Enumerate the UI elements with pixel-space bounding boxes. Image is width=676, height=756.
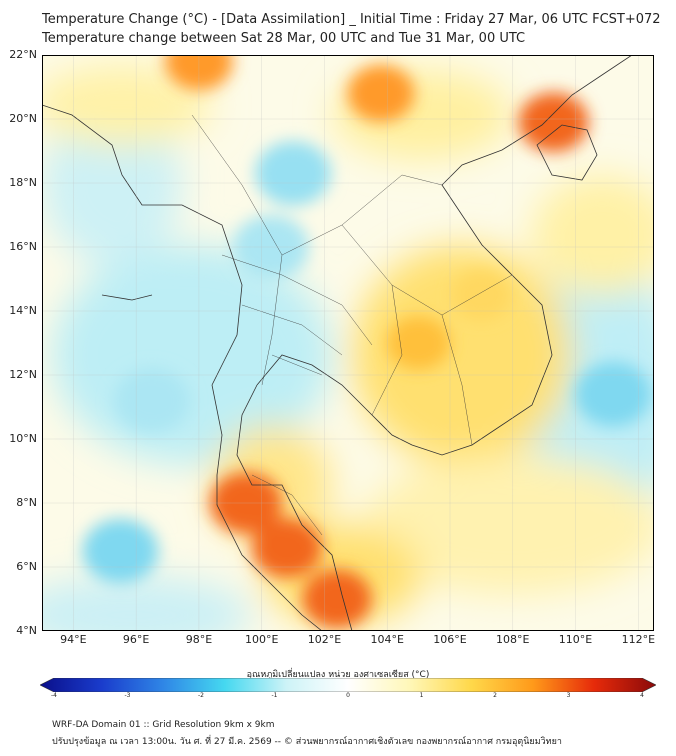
lon-label: 112°E bbox=[621, 633, 656, 646]
colorbar-tick-label: 1 bbox=[419, 692, 424, 699]
lon-label: 102°E bbox=[307, 633, 342, 646]
colorbar-tick-label: 4 bbox=[640, 692, 644, 699]
temperature-change-map bbox=[42, 55, 654, 631]
lat-label: 22°N bbox=[9, 48, 37, 61]
lat-label: 18°N bbox=[9, 176, 37, 189]
colorbar-tick-label: -1 bbox=[271, 692, 278, 699]
chart-title: Temperature Change (°C) - [Data Assimila… bbox=[42, 12, 661, 27]
lat-label: 20°N bbox=[9, 112, 37, 125]
gridlines bbox=[42, 55, 654, 631]
lat-label: 12°N bbox=[9, 368, 37, 381]
cool-anomaly-11 bbox=[82, 518, 159, 584]
warm-anomaly-2 bbox=[302, 569, 372, 629]
lat-label: 14°N bbox=[9, 304, 37, 317]
colorbar-tick-label: 2 bbox=[493, 692, 497, 699]
lat-label: 10°N bbox=[9, 432, 37, 445]
warm-anomaly-7 bbox=[451, 269, 512, 321]
lat-label: 8°N bbox=[16, 496, 37, 509]
lon-label: 100°E bbox=[244, 633, 279, 646]
temperature-field bbox=[42, 65, 654, 631]
lat-label: 6°N bbox=[16, 560, 37, 573]
colorbar-tick-label: 3 bbox=[566, 692, 571, 699]
colorbar bbox=[40, 678, 656, 692]
cool-anomaly-12 bbox=[575, 361, 652, 427]
warm-anomaly-5 bbox=[518, 92, 589, 152]
lon-label: 104°E bbox=[370, 633, 404, 646]
lon-label: 110°E bbox=[558, 633, 593, 646]
colorbar-tick-label: 0 bbox=[346, 692, 350, 699]
lon-label: 106°E bbox=[433, 633, 467, 646]
colorbar-tick-label: -3 bbox=[124, 692, 131, 699]
lon-label: 98°E bbox=[185, 633, 213, 646]
chart-subtitle: Temperature change between Sat 28 Mar, 0… bbox=[42, 31, 526, 46]
warm-anomaly-4 bbox=[347, 64, 415, 122]
warm-anomaly-1 bbox=[251, 518, 322, 578]
map-border bbox=[42, 55, 654, 631]
colorbar-tick-label: -4 bbox=[51, 692, 57, 699]
lon-label: 96°E bbox=[122, 633, 150, 646]
lat-label: 16°N bbox=[9, 240, 37, 253]
coastline-lines bbox=[42, 55, 633, 631]
warm-anomaly-6 bbox=[387, 316, 451, 370]
cool-anomaly-9 bbox=[255, 141, 332, 206]
model-info: WRF-DA Domain 01 :: Grid Resolution 9km … bbox=[52, 720, 275, 730]
cool-anomaly-10 bbox=[113, 368, 190, 433]
colorbar-title: อุณหภูมิเปลี่ยนแปลง หน่วย องศาเซลเซียส (… bbox=[246, 670, 430, 680]
lat-label: 4°N bbox=[16, 624, 37, 637]
lon-label: 94°E bbox=[60, 633, 87, 646]
update-credit: ปรับปรุงข้อมูล ณ เวลา 13:00น. วัน ศ. ที่… bbox=[52, 737, 562, 747]
border-lines bbox=[191, 114, 513, 536]
lon-label: 108°E bbox=[496, 633, 530, 646]
colorbar-tick-label: -2 bbox=[198, 692, 204, 699]
